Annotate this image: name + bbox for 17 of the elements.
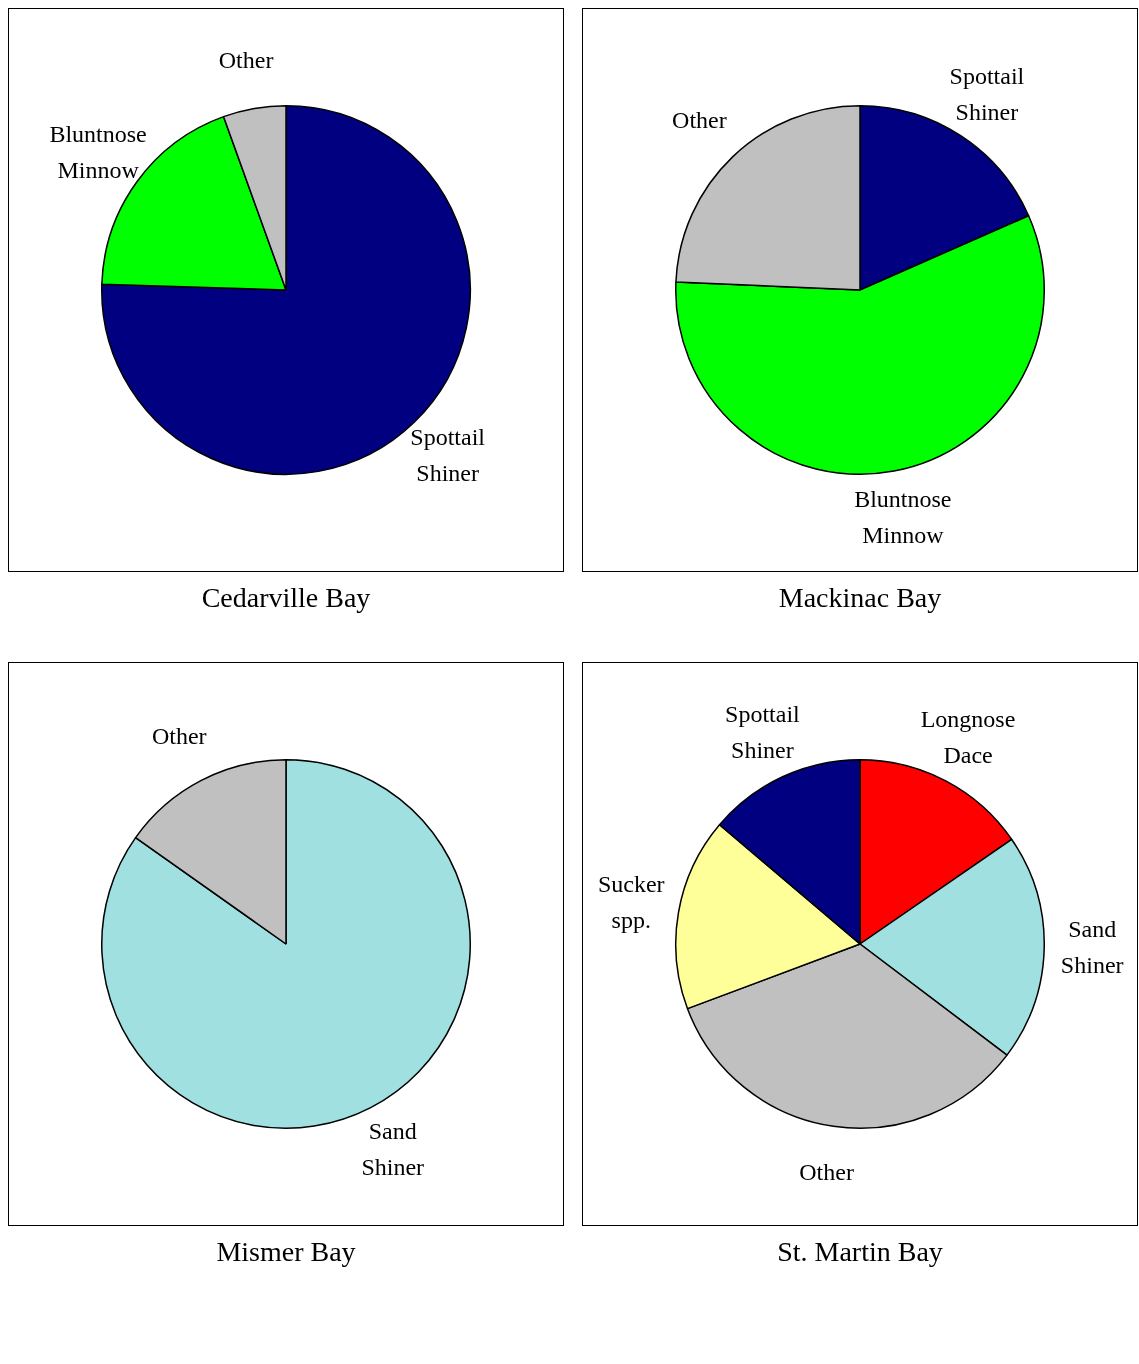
slice-label: Other [218, 46, 274, 73]
text: Cedarville Bay [200, 582, 372, 615]
slice-label: Sand Shiner [1060, 916, 1124, 979]
text: Mackinac Bay [777, 582, 943, 615]
slice-label: Sand Shiner [361, 1117, 425, 1180]
slice-label: Longnose Dace [920, 705, 1016, 768]
slice-label: Other [799, 1159, 854, 1186]
slice-label: Bluntnose Minnow [49, 120, 147, 183]
slice-label: Sucker spp. [597, 871, 665, 934]
text: St. Martin Bay [776, 1236, 944, 1269]
slice-label: Spottail Shiner [410, 424, 486, 487]
slice-label: Other [151, 723, 207, 750]
slice-label: Spottail Shiner [949, 62, 1025, 125]
slice-label: Spottail Shiner [725, 700, 801, 763]
slice-label: Bluntnose Minnow [854, 485, 952, 548]
text: Mismer Bay [215, 1236, 357, 1269]
slice-label: Other [672, 107, 727, 134]
